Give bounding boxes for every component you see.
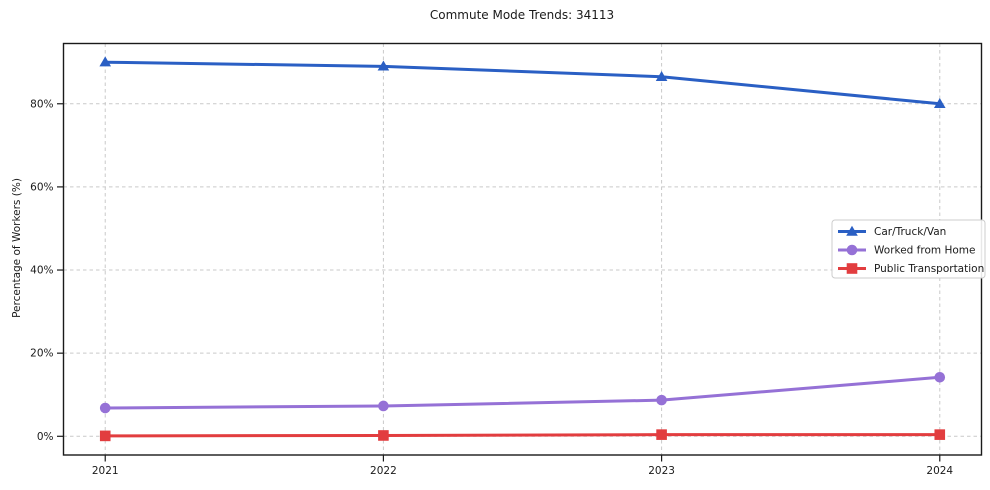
series-line-car-truck-van (105, 60, 940, 106)
x-tick-label: 2021 (92, 465, 119, 477)
series-marker-car-truck-van (99, 56, 112, 67)
series-marker-worked-from-home (934, 371, 946, 383)
series-marker-public-transportation (378, 430, 389, 441)
legend-label: Worked from Home (874, 245, 975, 257)
x-tick-label: 2022 (370, 465, 397, 477)
legend-label: Car/Truck/Van (874, 226, 946, 238)
y-tick-label: 20% (30, 348, 53, 360)
series-marker-public-transportation (656, 429, 667, 440)
y-tick-label: 60% (30, 181, 53, 193)
series-line-public-transportation (105, 433, 940, 438)
y-tick-label: 80% (30, 98, 53, 110)
series-marker-car-truck-van (377, 60, 390, 71)
legend-swatch-marker (846, 244, 858, 256)
series-marker-worked-from-home (656, 394, 667, 406)
series-marker-public-transportation (934, 429, 946, 440)
series-marker-public-transportation (99, 430, 111, 442)
series-line-worked-from-home (105, 375, 940, 410)
y-tick-label: 40% (30, 265, 53, 277)
legend-box (831, 219, 986, 279)
chart-title: Commute Mode Trends: 34113 (429, 8, 615, 22)
x-tick-label: 2023 (648, 465, 675, 477)
series-marker-car-truck-van (655, 70, 668, 81)
series-marker-car-truck-van (933, 97, 946, 108)
series-marker-worked-from-home (99, 402, 111, 414)
series-marker-worked-from-home (378, 400, 389, 412)
legend-swatch-marker (846, 225, 858, 236)
y-tick-label: 0% (37, 431, 54, 443)
legend-label: Public Transportation (874, 263, 984, 275)
legend-swatch-marker (846, 263, 858, 274)
x-tick-label: 2024 (926, 465, 953, 477)
